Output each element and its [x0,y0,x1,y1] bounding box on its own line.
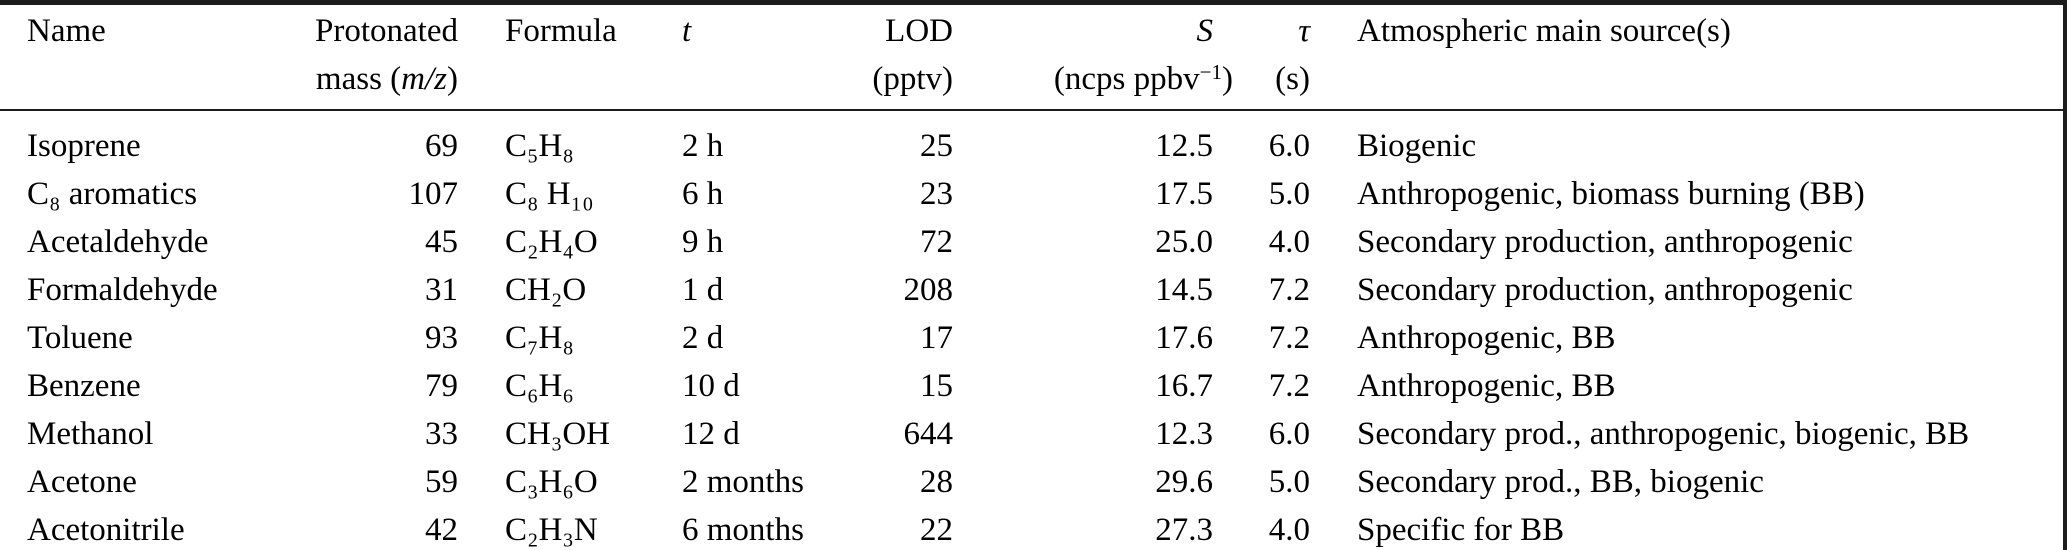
cell-formula: CH₃OH [505,415,611,452]
col-header-lifetime: t [642,2,782,111]
cell-formula: CH₂O [505,271,587,308]
cell-formula: C₆H₆ [505,367,574,404]
cell-tau: 7.2 [1268,319,1310,356]
page-right-rule [2063,0,2067,550]
cell-lod: 23 [920,175,953,212]
cell-lod: 72 [920,223,953,260]
cell-source: Secondary production, anthropogenic [1357,271,1853,308]
cell-lod: 17 [920,319,953,356]
cell-lifetime: 10 d [682,367,740,404]
col-header-source: Atmospheric main source(s) [1314,2,2067,111]
cell-lifetime: 2 months [682,463,804,500]
cell-sensitivity: 12.5 [1155,127,1213,164]
cell-lifetime: 6 months [682,511,804,548]
cell-lod: 25 [920,127,953,164]
cell-formula: C₅H₈ [505,127,574,164]
cell-lod: 15 [920,367,953,404]
cell-lod: 28 [920,463,953,500]
cell-sensitivity: 14.5 [1155,271,1213,308]
cell-mass: 69 [425,127,458,164]
cell-mass: 79 [425,367,458,404]
cell-tau: 4.0 [1268,223,1310,260]
col-header-name: Name [0,2,280,111]
cell-lifetime: 2 d [682,319,724,356]
cell-sensitivity: 29.6 [1155,463,1213,500]
cell-source: Specific for BB [1357,511,1565,548]
cell-formula: C₂H₃N [505,511,598,548]
superscript-minus-one: −1 [1199,60,1222,84]
col-header-sensitivity: S (ncps ppbv−1) [957,2,1233,111]
cell-lifetime: 2 h [682,127,724,164]
header-row: Name Protonated mass (m/z) Formula t LOD… [0,2,2067,111]
cell-sensitivity: 27.3 [1155,511,1213,548]
cell-tau: 6.0 [1268,127,1310,164]
cell-formula: C₈ H₁₀ [505,175,594,212]
cell-tau: 4.0 [1268,511,1310,548]
cell-lod: 22 [920,511,953,548]
table-body: Isoprene 69 C₅H₈ 2 h 25 12.5 6.0 Biogeni… [0,110,2067,550]
cell-sensitivity: 12.3 [1155,415,1213,452]
col-header-formula: Formula [460,2,642,111]
cell-mass: 45 [425,223,458,260]
cell-mass: 33 [425,415,458,452]
table-row: Acetone 59 C₃H₆O 2 months 28 29.6 5.0 Se… [0,458,2067,506]
cell-tau: 5.0 [1268,463,1310,500]
cell-mass: 42 [425,511,458,548]
cell-mass: 107 [408,175,459,212]
cell-source: Secondary production, anthropogenic [1357,223,1853,260]
cell-sensitivity: 25.0 [1155,223,1213,260]
cell-source: Anthropogenic, BB [1357,319,1616,356]
cell-sensitivity: 17.6 [1155,319,1213,356]
table-row: Formaldehyde 31 CH₂O 1 d 208 14.5 7.2 Se… [0,266,2067,314]
cell-name: Acetaldehyde [27,223,209,260]
table-row: Toluene 93 C₇H₈ 2 d 17 17.6 7.2 Anthropo… [0,314,2067,362]
cell-name: Methanol [27,415,154,452]
table-header: Name Protonated mass (m/z) Formula t LOD… [0,2,2067,111]
cell-source: Secondary prod., anthropogenic, biogenic… [1357,415,1970,452]
cell-lod: 644 [903,415,954,452]
cell-source: Biogenic [1357,127,1477,164]
cell-source: Anthropogenic, BB [1357,367,1616,404]
cell-sensitivity: 17.5 [1155,175,1213,212]
cell-tau: 6.0 [1268,415,1310,452]
cell-formula: C₂H₄O [505,223,598,260]
cell-name: Acetonitrile [27,511,185,548]
cell-sensitivity: 16.7 [1155,367,1213,404]
cell-formula: C₃H₆O [505,463,598,500]
cell-name: Benzene [27,367,141,404]
cell-tau: 7.2 [1268,367,1310,404]
cell-name: Toluene [27,319,133,356]
col-header-protonated-mass: Protonated mass (m/z) [280,2,460,111]
table-row: Methanol 33 CH₃OH 12 d 644 12.3 6.0 Seco… [0,410,2067,458]
cell-tau: 5.0 [1268,175,1310,212]
cell-lifetime: 12 d [682,415,740,452]
table-row: Acetonitrile 42 C₂H₃N 6 months 22 27.3 4… [0,506,2067,550]
col-header-tau: τ (s) [1217,2,1314,111]
cell-tau: 7.2 [1268,271,1310,308]
cell-name: Acetone [27,463,137,500]
cell-name: C₈ aromatics [27,175,198,212]
cell-mass: 31 [425,271,458,308]
cell-lod: 208 [903,271,954,308]
table-row: C₈ aromatics 107 C₈ H₁₀ 6 h 23 17.5 5.0 … [0,170,2067,218]
cell-name: Isoprene [27,127,141,164]
cell-name: Formaldehyde [27,271,218,308]
mz-variable: m/z [401,61,447,97]
table-row: Acetaldehyde 45 C₂H₄O 9 h 72 25.0 4.0 Se… [0,218,2067,266]
cell-mass: 93 [425,319,458,356]
cell-mass: 59 [425,463,458,500]
table-row: Benzene 79 C₆H₆ 10 d 15 16.7 7.2 Anthrop… [0,362,2067,410]
cell-lifetime: 6 h [682,175,724,212]
table-row: Isoprene 69 C₅H₈ 2 h 25 12.5 6.0 Biogeni… [0,110,2067,170]
cell-formula: C₇H₈ [505,319,574,356]
cell-source: Anthropogenic, biomass burning (BB) [1357,175,1865,212]
cell-source: Secondary prod., BB, biogenic [1357,463,1764,500]
cell-lifetime: 1 d [682,271,724,308]
cell-lifetime: 9 h [682,223,724,260]
col-header-lod: LOD (pptv) [782,2,957,111]
